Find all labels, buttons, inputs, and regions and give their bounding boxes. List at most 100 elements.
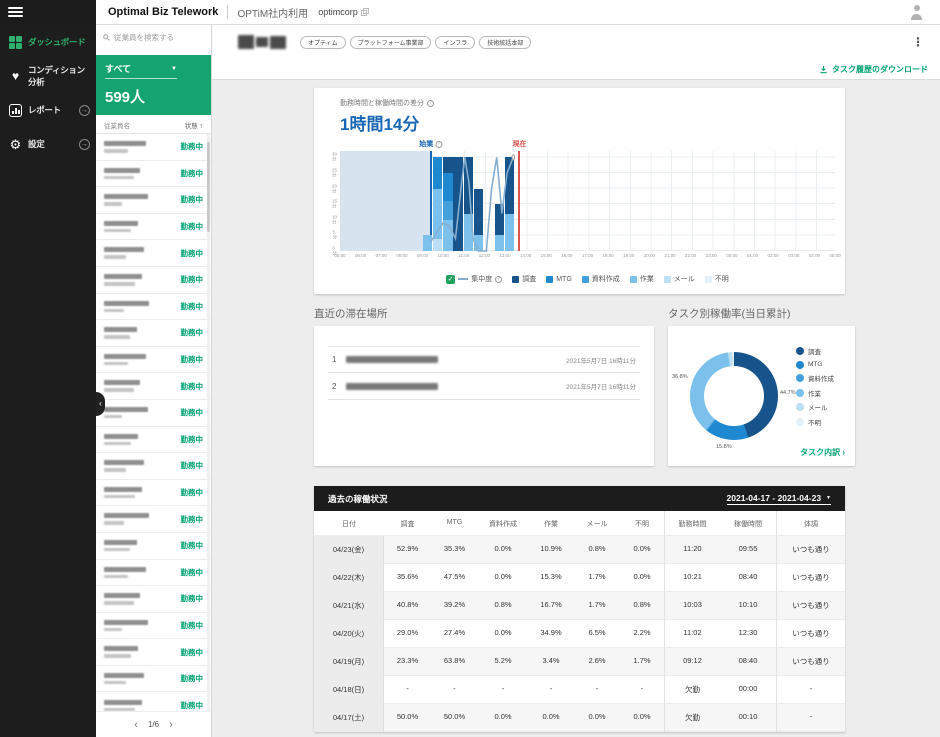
sidebar-item-settings[interactable]: ⚙ 設定 → <box>0 127 96 161</box>
employee-row[interactable]: 勤務中 <box>96 666 211 693</box>
expand-arrow-icon[interactable]: → <box>79 104 90 116</box>
task-breakdown-link[interactable]: タスク内訳 › <box>800 448 845 457</box>
scrollbar-track[interactable] <box>207 134 210 711</box>
history-column-header: メール <box>574 511 620 536</box>
status-badge: 勤務中 <box>180 248 204 258</box>
action-bar: タスク履歴のダウンロード <box>212 59 940 80</box>
employee-name-redacted <box>104 539 137 552</box>
x-axis-label: 04:00 <box>808 253 821 258</box>
employee-name-redacted <box>104 672 144 685</box>
history-value-cell: 35.3% <box>431 536 478 564</box>
scrollbar-thumb[interactable] <box>207 142 210 232</box>
info-icon[interactable]: ? <box>495 275 503 283</box>
history-value-cell: - <box>776 676 845 704</box>
legend-swatch <box>704 275 712 283</box>
location-rank: 1 <box>332 355 337 364</box>
employee-row[interactable]: 勤務中 <box>96 533 211 560</box>
history-value-cell: - <box>528 676 574 704</box>
y-axis-label: 10分 <box>331 214 337 225</box>
legend-item: メール <box>663 274 695 284</box>
donut-legend-item: 資料作成 <box>796 373 834 383</box>
status-badge: 勤務中 <box>180 328 204 338</box>
history-value-cell: 0.0% <box>478 704 528 732</box>
bar-segment <box>494 204 505 236</box>
employee-row[interactable]: 勤務中 <box>96 506 211 533</box>
history-date-cell: 04/22(木) <box>314 564 384 592</box>
location-timestamp: 2021年5月7日 16時11分 <box>566 384 636 391</box>
employee-row[interactable]: 勤務中 <box>96 586 211 613</box>
y-axis-label: 15分 <box>331 198 337 209</box>
history-value-cell: - <box>384 676 431 704</box>
chart-legend: ✓ 集中度 ? 調査 MTG 資料作成 作業 メール 不明 <box>340 274 835 284</box>
history-date-cell: 04/20(火) <box>314 620 384 648</box>
employee-row[interactable]: 勤務中 <box>96 320 211 347</box>
legend-dot <box>796 374 804 382</box>
search-input[interactable] <box>114 32 204 42</box>
donut-label-mtg: 15.8% <box>716 444 732 450</box>
history-value-cell: 08:40 <box>720 564 776 592</box>
sidebar-item-report[interactable]: レポート → <box>0 93 96 127</box>
checkbox-checked-icon[interactable]: ✓ <box>446 274 456 284</box>
more-options-icon[interactable]: ⋮ <box>912 35 924 49</box>
employee-row[interactable]: 勤務中 <box>96 400 211 427</box>
donut-legend-item: 作業 <box>796 388 834 398</box>
x-axis-label: 10:00 <box>437 253 449 258</box>
sidebar-item-label: レポート <box>28 105 61 115</box>
panel-collapse-handle[interactable]: ‹ <box>96 392 105 416</box>
employee-row[interactable]: 勤務中 <box>96 373 211 400</box>
donut-label-work: 36.8% <box>672 374 688 380</box>
next-page-icon[interactable]: › <box>169 718 173 731</box>
employee-row[interactable]: 勤務中 <box>96 134 211 161</box>
employee-row[interactable]: 勤務中 <box>96 161 211 188</box>
date-range-dropdown[interactable]: 2021-04-17 - 2021-04-23 ▼ <box>726 492 831 505</box>
expand-arrow-icon[interactable]: → <box>79 138 90 150</box>
history-table-header: 過去の稼働状況 2021-04-17 - 2021-04-23 ▼ <box>314 486 845 511</box>
employee-row[interactable]: 勤務中 <box>96 294 211 321</box>
workspace-name: OPTiM社内利用 <box>237 8 309 20</box>
stacked-bar <box>505 151 515 251</box>
employee-row[interactable]: 勤務中 <box>96 613 211 640</box>
employee-row[interactable]: 勤務中 <box>96 560 211 587</box>
y-axis-label: 5分 <box>332 229 338 240</box>
sidebar-item-dashboard[interactable]: ダッシュボード <box>0 25 96 59</box>
status-badge: 勤務中 <box>180 222 204 232</box>
hamburger-menu-icon[interactable] <box>8 5 23 19</box>
now-marker-label: 現在 <box>512 141 527 148</box>
bar-segment <box>443 219 453 251</box>
history-value-cell: 35.6% <box>384 564 431 592</box>
info-icon[interactable]: ? <box>435 140 443 148</box>
org-switcher[interactable]: optimcorp <box>318 7 369 17</box>
employee-row[interactable]: 勤務中 <box>96 453 211 480</box>
employee-row[interactable]: 勤務中 <box>96 214 211 241</box>
y-axis-label: 0分 <box>332 245 338 256</box>
history-value-cell: いつも通り <box>776 536 845 564</box>
filter-selected-label: すべて <box>105 64 132 74</box>
history-value-cell: 0.0% <box>478 620 528 648</box>
prev-page-icon[interactable]: ‹ <box>134 718 138 731</box>
task-rate-heading: タスク別稼働率(当日累計) <box>668 308 791 320</box>
employee-row[interactable]: 勤務中 <box>96 240 211 267</box>
x-axis-label: 08:00 <box>396 253 408 258</box>
employee-row[interactable]: 勤務中 <box>96 187 211 214</box>
user-avatar-icon[interactable] <box>909 4 924 20</box>
donut-legend-item: 調査 <box>796 346 834 356</box>
status-column-header[interactable]: 状態 ↑ <box>184 123 203 130</box>
x-axis-label: 19:00 <box>623 253 635 258</box>
legend-swatch <box>629 275 637 283</box>
employee-count: 599人 <box>105 89 146 106</box>
employee-row[interactable]: 勤務中 <box>96 427 211 454</box>
task-history-download-link[interactable]: タスク履歴のダウンロード <box>819 64 928 75</box>
status-filter-dropdown[interactable]: すべて ▼ <box>105 62 177 79</box>
status-badge: 勤務中 <box>180 647 204 657</box>
employee-row[interactable]: 勤務中 <box>96 267 211 294</box>
history-value-cell: いつも通り <box>776 648 845 676</box>
employee-row[interactable]: 勤務中 <box>96 347 211 374</box>
employee-row[interactable]: 勤務中 <box>96 480 211 507</box>
history-title: 過去の稼働状況 <box>328 493 388 504</box>
employee-name-redacted <box>104 433 138 446</box>
page-indicator: 1/6 <box>147 720 160 729</box>
employee-row[interactable]: 勤務中 <box>96 692 211 711</box>
info-icon[interactable]: ? <box>427 99 434 107</box>
employee-row[interactable]: 勤務中 <box>96 639 211 666</box>
sidebar-item-condition[interactable]: ♥ コンディション分析 <box>0 59 96 93</box>
